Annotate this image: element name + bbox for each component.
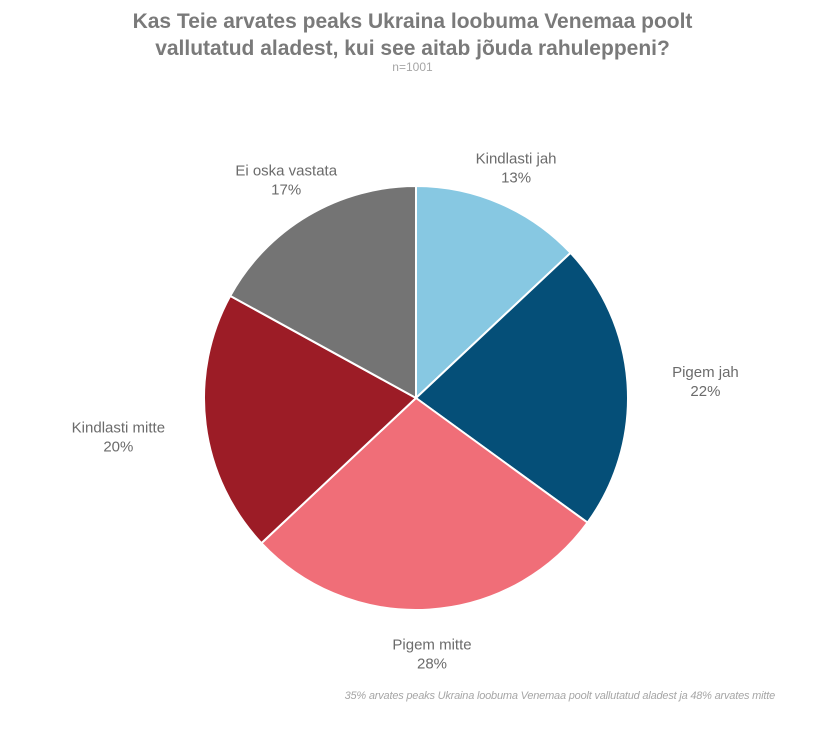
pie-label-name: Ei oska vastata [235, 163, 337, 180]
pie-label-value: 13% [501, 170, 531, 187]
pie-label-value: 22% [690, 383, 720, 400]
pie-slice-kindlasti-mitte [203, 294, 417, 545]
pie-label-value: 28% [417, 655, 447, 672]
pie-label-name: Pigem jah [672, 364, 739, 381]
pie-label-pigem-mitte: Pigem mitte 28% [392, 636, 471, 672]
pie-label-value: 20% [103, 439, 133, 456]
pie-label-name: Kindlasti mitte [72, 420, 165, 437]
pie-label-name: Kindlasti jah [476, 151, 557, 168]
pie-label-value: 17% [271, 182, 301, 199]
chart-title: Kas Teie arvates peaks Ukraina loobuma V… [0, 8, 825, 62]
chart-title-line-1: Kas Teie arvates peaks Ukraina loobuma V… [132, 10, 693, 33]
pie-slice-kindlasti-jah [415, 185, 572, 399]
pie-labels: Kindlasti jah 13% Pigem jah 22% Pigem mitte 2… [72, 151, 739, 673]
chart-footnote: 35% arvates peaks Ukraina loobuma Venema… [344, 690, 776, 702]
pie-slice-pigem-jah [415, 251, 629, 524]
pie-slice-pigem-mitte [260, 397, 589, 611]
pie-slices [203, 185, 629, 611]
pie-label-name: Pigem mitte [392, 636, 471, 653]
pie-label-ei-oska-vastata: Ei oska vastata 17% [235, 163, 337, 199]
pie-slice-ei-oska-vastata [229, 185, 417, 399]
pie-label-pigem-jah: Pigem jah 22% [672, 364, 739, 400]
pie-label-kindlasti-mitte: Kindlasti mitte 20% [72, 420, 165, 456]
chart-subtitle: n=1001 [392, 60, 433, 74]
chart-title-line-2: vallutatud aladest, kui see aitab jõuda … [155, 37, 670, 60]
pie-label-kindlasti-jah: Kindlasti jah 13% [476, 151, 557, 187]
